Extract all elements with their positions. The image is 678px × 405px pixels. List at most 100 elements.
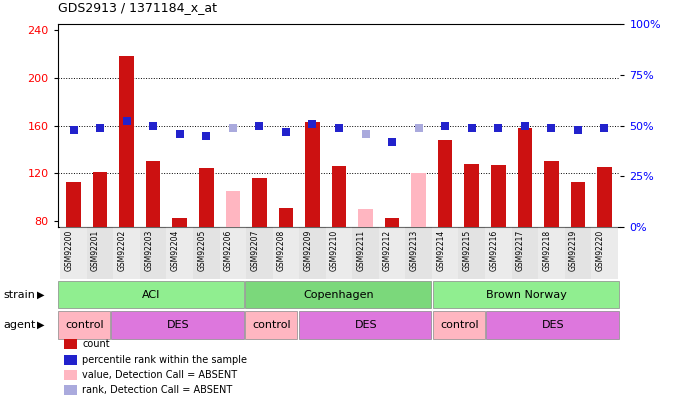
Bar — [299, 227, 325, 279]
Bar — [432, 227, 458, 279]
Point — [440, 122, 451, 129]
Bar — [193, 227, 220, 279]
Bar — [226, 191, 240, 227]
Text: percentile rank within the sample: percentile rank within the sample — [82, 355, 247, 364]
Text: control: control — [440, 320, 479, 330]
Bar — [412, 173, 426, 227]
Point — [254, 122, 265, 129]
Text: DES: DES — [355, 320, 377, 330]
Text: GSM92219: GSM92219 — [569, 229, 578, 271]
Text: GSM92214: GSM92214 — [436, 229, 445, 271]
Bar — [146, 161, 161, 227]
Text: GDS2913 / 1371184_x_at: GDS2913 / 1371184_x_at — [58, 1, 217, 14]
Text: GSM92213: GSM92213 — [410, 229, 418, 271]
Bar — [58, 311, 110, 339]
Text: GSM92215: GSM92215 — [462, 229, 472, 271]
Point — [148, 122, 159, 129]
Bar — [571, 181, 585, 227]
Bar — [358, 209, 373, 227]
Bar — [58, 281, 244, 308]
Bar — [405, 227, 432, 279]
Point — [334, 124, 344, 131]
Bar — [379, 227, 405, 279]
Point — [386, 139, 397, 145]
Text: control: control — [253, 320, 292, 330]
Bar — [485, 227, 511, 279]
Bar — [66, 181, 81, 227]
Bar — [220, 227, 246, 279]
Text: GSM92208: GSM92208 — [277, 229, 286, 271]
Text: strain: strain — [3, 290, 35, 300]
Text: GSM92220: GSM92220 — [595, 229, 605, 271]
Bar — [325, 227, 353, 279]
Bar — [279, 208, 293, 227]
Point — [493, 124, 504, 131]
Text: ▶: ▶ — [37, 290, 45, 300]
Text: ▶: ▶ — [37, 320, 45, 330]
Text: Brown Norway: Brown Norway — [486, 290, 567, 300]
Bar — [332, 166, 346, 227]
Point — [281, 128, 292, 135]
Bar — [544, 161, 559, 227]
Text: GSM92217: GSM92217 — [516, 229, 525, 271]
Point — [599, 124, 610, 131]
Text: GSM92205: GSM92205 — [197, 229, 206, 271]
Text: GSM92206: GSM92206 — [224, 229, 233, 271]
Bar — [385, 218, 399, 227]
Point — [466, 124, 477, 131]
Text: ACI: ACI — [142, 290, 161, 300]
Text: GSM92218: GSM92218 — [542, 229, 551, 271]
Point — [546, 124, 557, 131]
Text: GSM92200: GSM92200 — [64, 229, 73, 271]
Text: GSM92204: GSM92204 — [171, 229, 180, 271]
Bar — [486, 311, 619, 339]
Bar — [517, 128, 532, 227]
Bar — [113, 227, 140, 279]
Text: GSM92212: GSM92212 — [383, 229, 392, 271]
Text: Copenhagen: Copenhagen — [304, 290, 374, 300]
Bar — [458, 227, 485, 279]
Bar — [140, 227, 167, 279]
Text: DES: DES — [167, 320, 190, 330]
Bar — [353, 227, 379, 279]
Point — [174, 130, 185, 137]
Point — [68, 126, 79, 133]
Bar — [433, 281, 619, 308]
Text: control: control — [65, 320, 104, 330]
Bar — [111, 311, 244, 339]
Text: agent: agent — [3, 320, 36, 330]
Bar — [252, 178, 266, 227]
Point — [95, 124, 106, 131]
Text: rank, Detection Call = ABSENT: rank, Detection Call = ABSENT — [82, 386, 233, 395]
Text: value, Detection Call = ABSENT: value, Detection Call = ABSENT — [82, 370, 237, 380]
Bar — [167, 227, 193, 279]
Text: GSM92211: GSM92211 — [357, 229, 365, 271]
Bar — [305, 122, 320, 227]
Bar — [199, 168, 214, 227]
Point — [572, 126, 583, 133]
Bar — [597, 167, 612, 227]
Bar — [511, 227, 538, 279]
Bar — [538, 227, 565, 279]
Text: DES: DES — [542, 320, 565, 330]
Point — [121, 118, 132, 125]
Point — [201, 132, 212, 139]
Bar — [119, 56, 134, 227]
Bar — [246, 227, 273, 279]
Text: count: count — [82, 339, 110, 349]
Text: GSM92202: GSM92202 — [118, 229, 127, 271]
Bar — [438, 140, 452, 227]
Bar — [87, 227, 113, 279]
Point — [519, 122, 530, 129]
Bar — [172, 218, 187, 227]
Point — [413, 124, 424, 131]
Point — [307, 120, 318, 127]
Text: GSM92207: GSM92207 — [250, 229, 260, 271]
Text: GSM92209: GSM92209 — [304, 229, 313, 271]
Bar — [299, 311, 431, 339]
Text: GSM92210: GSM92210 — [330, 229, 339, 271]
Bar — [60, 227, 87, 279]
Bar — [245, 281, 431, 308]
Bar — [433, 311, 485, 339]
Bar — [93, 172, 107, 227]
